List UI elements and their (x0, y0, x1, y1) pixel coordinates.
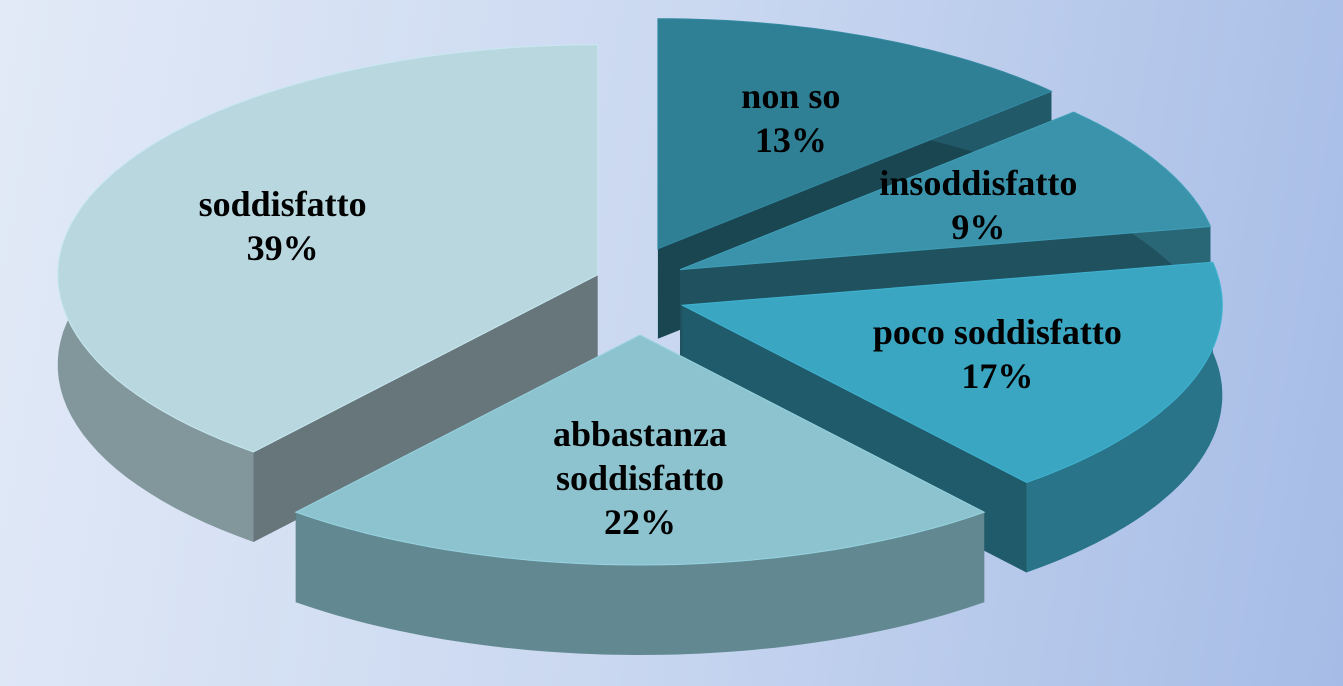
slice-value: 39% (246, 228, 319, 269)
slice-top (294, 334, 986, 566)
slice-name: non so (741, 75, 841, 116)
slice (294, 334, 986, 655)
slice-name: poco soddisfatto (872, 311, 1122, 352)
slice-top (57, 44, 599, 453)
slice-value: 13% (754, 119, 827, 160)
slice-label: poco soddisfatto 17% (867, 310, 1127, 398)
slice-side (253, 274, 598, 542)
slice-edge (1026, 262, 1223, 573)
slice-label: insoddisfatto 9% (848, 161, 1108, 249)
slice-name: abbastanza soddisfatto (552, 413, 728, 498)
slice-value: 9% (951, 206, 1006, 247)
slice-top (657, 18, 1053, 250)
slice-top (679, 111, 1212, 271)
slice (57, 44, 599, 543)
slice-label: non so 13% (661, 74, 921, 162)
slice-name: soddisfatto (198, 184, 367, 225)
slice-value: 17% (961, 355, 1034, 396)
slice-label: abbastanza soddisfatto 22% (510, 412, 770, 544)
slice-top (680, 261, 1223, 484)
slice-value: 22% (604, 501, 676, 542)
slice-name: insoddisfatto (879, 162, 1078, 203)
slice-edge (295, 512, 985, 655)
slice-label: soddisfatto 39% (153, 182, 413, 270)
